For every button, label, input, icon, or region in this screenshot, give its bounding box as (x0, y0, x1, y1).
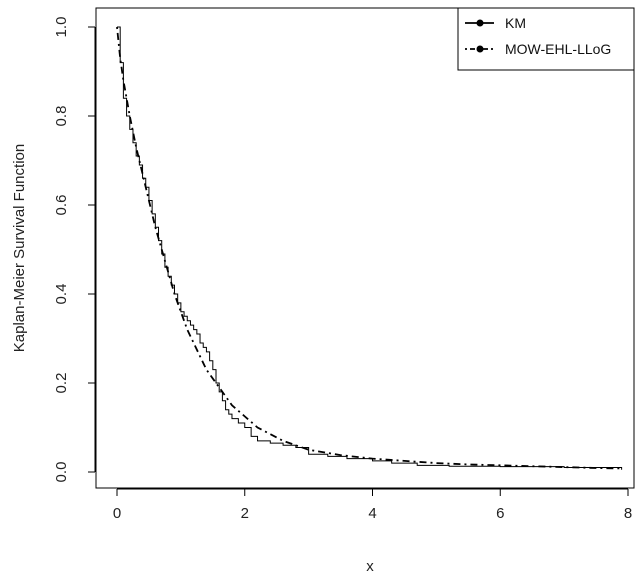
legend-items: KM MOW-EHL-LLoG (465, 15, 611, 57)
plot-frame (95, 7, 635, 489)
x-axis-title: x (366, 558, 374, 575)
legend-box (457, 7, 635, 71)
x-tick-label: 0 (113, 505, 121, 522)
x-axis: 0 2 4 6 8 (113, 488, 632, 522)
legend-item: KM (465, 15, 526, 31)
legend-marker (476, 45, 484, 53)
y-tick-label: 0.0 (53, 462, 70, 483)
y-tick-label: 1.0 (53, 17, 70, 38)
y-tick-label: 0.4 (53, 284, 70, 305)
y-tick-label: 0.8 (53, 106, 70, 127)
series-layer (116, 26, 623, 470)
legend: KM MOW-EHL-LLoG (457, 7, 635, 71)
y-axis: 0.0 0.2 0.4 0.6 0.8 1.0 (53, 17, 96, 483)
y-axis-title: Kaplan-Meier Survival Function (11, 144, 28, 352)
y-tick-label: 0.6 (53, 195, 70, 216)
x-tick-label: 6 (496, 505, 504, 522)
x-tick-label: 8 (624, 505, 632, 522)
series-line-km (117, 26, 623, 470)
series-line-mow-ehl-llog (116, 26, 622, 470)
y-tick-label: 0.2 (53, 373, 70, 394)
legend-label: MOW-EHL-LLoG (505, 41, 611, 57)
x-tick-label: 4 (368, 505, 376, 522)
x-tick-label: 2 (241, 505, 249, 522)
legend-marker (476, 19, 484, 27)
legend-item: MOW-EHL-LLoG (465, 41, 611, 57)
legend-label: KM (505, 15, 526, 31)
